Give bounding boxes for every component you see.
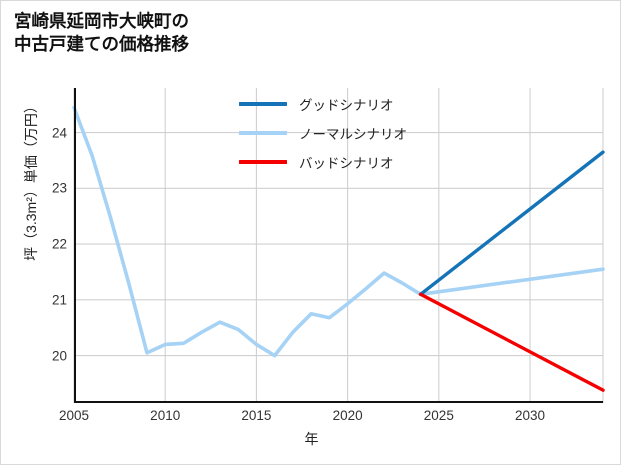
series-line	[418, 292, 605, 392]
x-axis-title: 年	[304, 431, 319, 447]
y-tick-label: 23	[51, 180, 67, 196]
x-tick-label: 2020	[332, 408, 363, 423]
legend-color-swatch	[239, 101, 287, 107]
series-line	[418, 150, 605, 296]
x-axis-tick-labels: 2005 2010 2015 2020 2025 2030	[59, 408, 603, 428]
series-lines	[72, 105, 605, 392]
x-tick-label: 2015	[241, 408, 272, 423]
y-axis-title: 坪（3.3m²）単価（万円）	[23, 99, 39, 261]
page-title: 宮崎県延岡市大峡町の 中古戸建ての価格推移	[14, 11, 189, 55]
series-line	[72, 105, 605, 358]
legend-item-label: グッドシナリオ	[299, 98, 394, 113]
y-tick-label: 21	[51, 292, 67, 308]
legend-item-label: ノーマルシナリオ	[299, 127, 407, 142]
plot-area	[72, 88, 605, 403]
legend-color-swatch	[239, 130, 287, 136]
x-tick-label: 2005	[58, 408, 90, 423]
x-tick-label: 2025	[423, 408, 454, 423]
legend-item[interactable]: ノーマルシナリオ	[239, 123, 407, 143]
x-tick-label: 2030	[515, 408, 546, 423]
legend-item[interactable]: グッドシナリオ	[239, 94, 407, 114]
y-tick-label: 22	[51, 236, 67, 252]
legend-item[interactable]: バッドシナリオ	[239, 152, 407, 172]
chart-legend: グッドシナリオ ノーマルシナリオ バッドシナリオ	[239, 94, 407, 172]
legend-item-label: バッドシナリオ	[299, 156, 394, 171]
y-axis-tick-labels: 20 21 22 23 24	[1, 88, 67, 403]
y-axis-title-wrapper: 坪（3.3m²）単価（万円）	[20, 40, 42, 320]
y-tick-label: 24	[51, 125, 67, 141]
x-tick-label: 2010	[150, 408, 181, 423]
y-tick-label: 20	[51, 348, 67, 364]
legend-color-swatch	[239, 159, 287, 165]
